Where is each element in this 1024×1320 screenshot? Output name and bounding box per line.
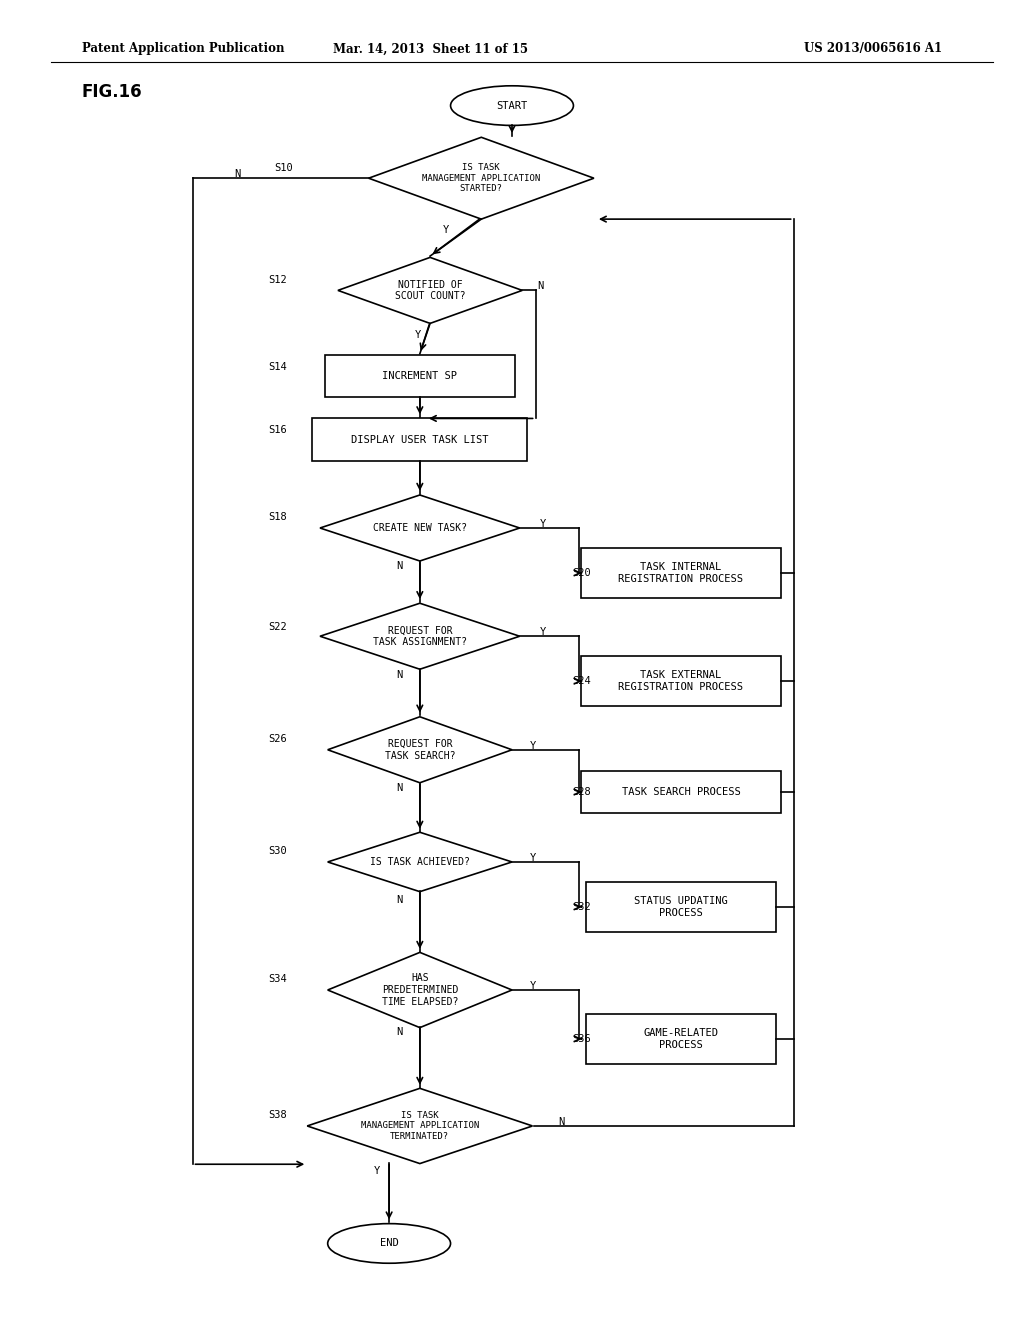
Text: N: N — [234, 169, 241, 180]
Text: N: N — [396, 561, 402, 572]
Text: S36: S36 — [572, 1034, 591, 1044]
Text: HAS
PREDETERMINED
TIME ELAPSED?: HAS PREDETERMINED TIME ELAPSED? — [382, 973, 458, 1007]
Text: GAME-RELATED
PROCESS: GAME-RELATED PROCESS — [643, 1028, 719, 1049]
Text: S16: S16 — [268, 425, 287, 436]
Text: N: N — [396, 895, 402, 906]
Text: Y: Y — [374, 1166, 380, 1176]
Text: Y: Y — [415, 330, 421, 341]
Text: Y: Y — [540, 627, 546, 638]
Text: Y: Y — [529, 853, 536, 863]
Text: REQUEST FOR
TASK SEARCH?: REQUEST FOR TASK SEARCH? — [385, 739, 455, 760]
Text: IS TASK
MANAGEMENT APPLICATION
STARTED?: IS TASK MANAGEMENT APPLICATION STARTED? — [422, 164, 541, 193]
Text: S10: S10 — [274, 162, 293, 173]
Text: REQUEST FOR
TASK ASSIGNMENT?: REQUEST FOR TASK ASSIGNMENT? — [373, 626, 467, 647]
Text: US 2013/0065616 A1: US 2013/0065616 A1 — [804, 42, 942, 55]
Text: INCREMENT SP: INCREMENT SP — [382, 371, 458, 381]
Text: Mar. 14, 2013  Sheet 11 of 15: Mar. 14, 2013 Sheet 11 of 15 — [333, 42, 527, 55]
Text: S22: S22 — [268, 622, 287, 632]
Text: S38: S38 — [268, 1110, 287, 1121]
Text: S26: S26 — [268, 734, 287, 744]
Text: S20: S20 — [572, 568, 591, 578]
Text: S34: S34 — [268, 974, 287, 985]
Text: IS TASK ACHIEVED?: IS TASK ACHIEVED? — [370, 857, 470, 867]
Text: TASK SEARCH PROCESS: TASK SEARCH PROCESS — [622, 787, 740, 797]
Text: STATUS UPDATING
PROCESS: STATUS UPDATING PROCESS — [634, 896, 728, 917]
Text: Y: Y — [529, 981, 536, 991]
Text: FIG.16: FIG.16 — [82, 83, 142, 102]
Text: NOTIFIED OF
SCOUT COUNT?: NOTIFIED OF SCOUT COUNT? — [395, 280, 465, 301]
Text: S14: S14 — [268, 362, 287, 372]
Text: S30: S30 — [268, 846, 287, 857]
Text: TASK INTERNAL
REGISTRATION PROCESS: TASK INTERNAL REGISTRATION PROCESS — [618, 562, 743, 583]
Text: TASK EXTERNAL
REGISTRATION PROCESS: TASK EXTERNAL REGISTRATION PROCESS — [618, 671, 743, 692]
Text: Y: Y — [529, 741, 536, 751]
Text: S24: S24 — [572, 676, 591, 686]
Text: START: START — [497, 100, 527, 111]
Text: DISPLAY USER TASK LIST: DISPLAY USER TASK LIST — [351, 434, 488, 445]
Text: S18: S18 — [268, 512, 287, 523]
Text: S28: S28 — [572, 787, 591, 797]
Text: N: N — [396, 1027, 402, 1038]
Text: N: N — [396, 783, 402, 793]
Text: Patent Application Publication: Patent Application Publication — [82, 42, 285, 55]
Text: END: END — [380, 1238, 398, 1249]
Text: N: N — [538, 281, 544, 292]
Text: S32: S32 — [572, 902, 591, 912]
Text: IS TASK
MANAGEMENT APPLICATION
TERMINATED?: IS TASK MANAGEMENT APPLICATION TERMINATE… — [360, 1111, 479, 1140]
Text: Y: Y — [442, 224, 449, 235]
Text: Y: Y — [540, 519, 546, 529]
Text: CREATE NEW TASK?: CREATE NEW TASK? — [373, 523, 467, 533]
Text: S12: S12 — [268, 275, 287, 285]
Text: N: N — [558, 1117, 564, 1127]
Text: N: N — [396, 669, 402, 680]
